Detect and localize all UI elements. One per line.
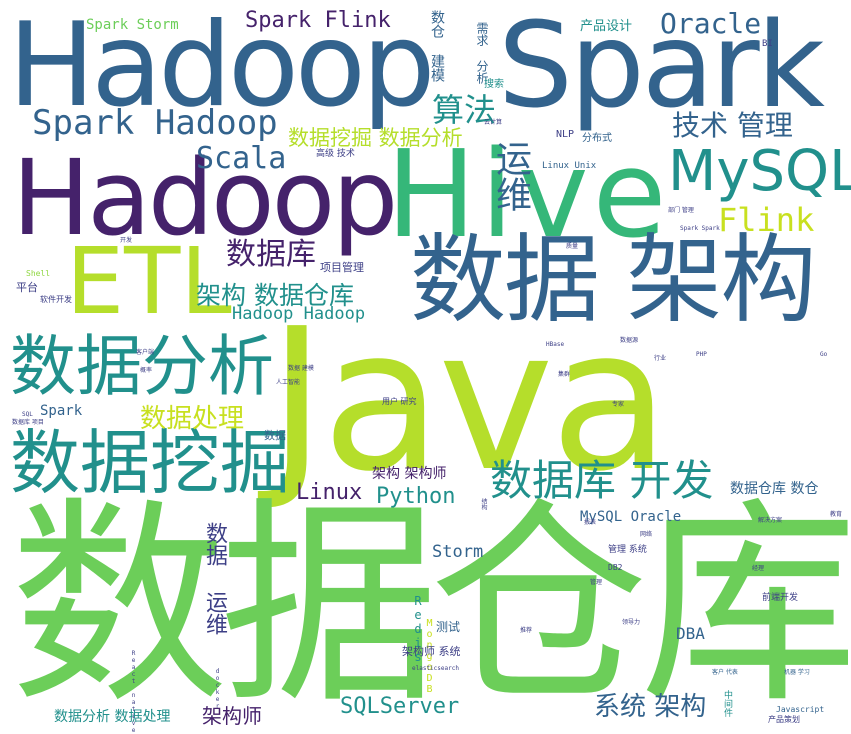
word-linux: Linux — [296, 480, 363, 505]
word-bi: BI — [762, 39, 773, 49]
word-gaoji-jishu: 高级 技术 — [316, 149, 355, 159]
word-redis-v: Redis — [411, 594, 425, 664]
word-php: PHP — [696, 351, 707, 358]
word-shuju-yunwei-v: 数据 运维 — [202, 522, 227, 635]
word-guanli-xitong: 管理 系统 — [608, 545, 647, 555]
word-bumen-guanli: 部门 管理 — [668, 207, 694, 214]
word-oracle: Oracle — [660, 7, 762, 40]
word-spark-hadoop: Spark Hadoop — [32, 103, 278, 143]
word-xuqiu-fenxi-v: 需求 分析 — [475, 22, 489, 84]
word-shucang-jianmo-v: 数仓 建模 — [429, 10, 445, 82]
word-shell: Shell — [26, 269, 51, 278]
word-shujuwajue-big: 数据挖掘 — [10, 422, 290, 504]
word-javascript: Javascript — [776, 705, 825, 714]
word-yonghu-yanjiu: 用户 研究 — [382, 397, 417, 406]
word-zhuanjia: 专家 — [612, 401, 625, 408]
word-mysql: MySQL — [668, 139, 851, 204]
word-shujuku-kaifa: 数据库 开发 — [490, 456, 714, 505]
word-jiejue-fangan: 解决方案 — [758, 517, 783, 524]
word-wangluo: 网络 — [640, 531, 653, 538]
word-ruanjian-kaifa: 软件开发 — [40, 295, 72, 304]
word-docker-v: docker — [214, 668, 221, 710]
word-db2: DB2 — [608, 563, 623, 572]
word-gailv: 概率 — [140, 367, 153, 374]
word-xiangmu-guanli: 项目管理 — [320, 261, 364, 274]
word-zhongjianjian-v: 中间件 — [722, 690, 732, 717]
word-kehuduan: 客户端 — [136, 349, 155, 356]
word-spark-flink: Spark Flink — [245, 8, 391, 33]
word-shujufenxi-chuli: 数据分析 数据处理 — [54, 709, 171, 725]
word-shuju-jiagou: 数据 架构 — [410, 224, 817, 336]
word-xitong-jiagou: 系统 架构 — [594, 692, 707, 722]
word-python: Python — [376, 484, 456, 509]
word-spark-small: Spark — [40, 403, 83, 419]
word-jiagoushi-xitong: 架构师 系统 — [402, 645, 461, 658]
word-yunjisuan: 云计算 — [484, 119, 503, 126]
word-jiagou-shujucangku: 架构 数据仓库 — [196, 281, 354, 310]
word-hadoop-top: Hadoop — [8, 0, 436, 133]
word-jishu-guanli: 技术 管理 — [672, 109, 793, 142]
word-ceshi: 测试 — [436, 620, 461, 634]
word-shujufenxi-big: 数据分析 — [10, 328, 274, 405]
word-shuju-jianmo: 数据 建模 — [288, 365, 314, 372]
word-nlp: NLP — [556, 129, 575, 140]
word-shujucangku: 数据仓库 — [10, 480, 851, 733]
word-elasticsearch: elasticsearch — [412, 665, 459, 672]
word-java: Java — [268, 287, 670, 515]
word-shujuchuli: 数据处理 — [140, 404, 245, 434]
word-linux-unix: Linux Unix — [542, 161, 597, 171]
word-shujuyuan: 数据源 — [620, 337, 639, 344]
word-jingli: 经理 — [752, 565, 765, 572]
word-sqlserver: SQLServer — [340, 694, 460, 719]
word-spark-spark: Spark Spark — [680, 225, 720, 232]
word-chanpin-sheji: 产品设计 — [580, 19, 633, 34]
word-hangye: 行业 — [654, 355, 667, 362]
word-zhiliang: 质量 — [566, 243, 579, 250]
word-hadoop-hadoop: Hadoop Hadoop — [232, 304, 366, 324]
word-jiqi-xuexi: 机器 学习 — [784, 669, 810, 676]
word-react-native-v: React native — [130, 650, 137, 734]
word-hbase: HBase — [546, 341, 565, 348]
word-mysql-oracle: MySQL Oracle — [580, 509, 682, 525]
word-shuju-small: 数据 — [264, 429, 286, 442]
word-fenbushi: 分布式 — [582, 133, 612, 144]
word-shujucangku-shucang: 数据仓库 数仓 — [730, 481, 819, 497]
word-storm: Storm — [432, 542, 484, 562]
word-scala: Scala — [196, 141, 287, 176]
word-sousuo: 搜索 — [484, 79, 504, 90]
word-flink: Flink — [718, 201, 815, 239]
word-sql-small: SQL — [22, 411, 33, 418]
word-kehu-daibiao: 客户 代表 — [712, 669, 738, 676]
word-shujuku-xiangmu: 数据库 项目 — [12, 419, 44, 426]
word-jiegou-v: 结构 — [480, 498, 487, 510]
word-jiqun: 集群 — [558, 371, 571, 378]
word-mongodb-v: MongoDB — [424, 618, 435, 695]
word-shujuku: 数据库 — [226, 237, 316, 272]
word-jiaoyu: 教育 — [830, 511, 843, 518]
word-spark-storm: Spark Storm — [86, 17, 179, 33]
word-chanpin-cehua: 产品策划 — [768, 715, 800, 724]
word-tuijian: 推荐 — [520, 627, 533, 634]
word-shujuwajue-shujufenxi: 数据挖掘 数据分析 — [288, 126, 463, 150]
word-etl: ETL — [66, 228, 232, 335]
word-rengong-zhineng: 人工智能 — [276, 379, 301, 386]
word-hive: Hive — [386, 126, 671, 265]
word-yunwei-v: 运维 — [490, 140, 531, 212]
word-pingtai: 平台 — [16, 281, 38, 294]
word-suanfa: 算法 — [432, 91, 497, 129]
word-spark-top: Spark — [498, 0, 825, 134]
word-go: Go — [820, 351, 828, 358]
word-qianduan-kaifa: 前端开发 — [762, 593, 799, 603]
word-hadoop-mid: Hadoop — [12, 137, 398, 259]
word-dba: DBA — [676, 624, 705, 643]
word-lingdaoli: 领导力 — [622, 619, 641, 626]
word-kaifa-small: 开发 — [120, 237, 133, 244]
word-jiagoushi: 架构师 — [202, 704, 262, 728]
word-jiagou-jiagoushi: 架构 架构师 — [372, 466, 447, 482]
word-baobiao: 报表 — [584, 519, 597, 526]
word-guanli-small: 管理 — [590, 579, 603, 586]
